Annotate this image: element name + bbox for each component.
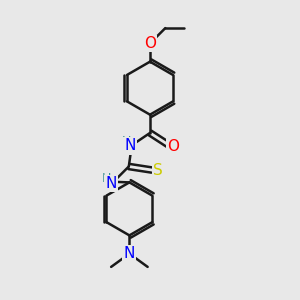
Text: H: H xyxy=(102,172,111,185)
Text: N: N xyxy=(124,246,135,261)
Text: O: O xyxy=(168,139,180,154)
Text: N: N xyxy=(105,176,117,191)
Text: O: O xyxy=(144,36,156,51)
Text: H: H xyxy=(122,135,131,148)
Text: S: S xyxy=(153,163,163,178)
Text: N: N xyxy=(124,138,136,153)
